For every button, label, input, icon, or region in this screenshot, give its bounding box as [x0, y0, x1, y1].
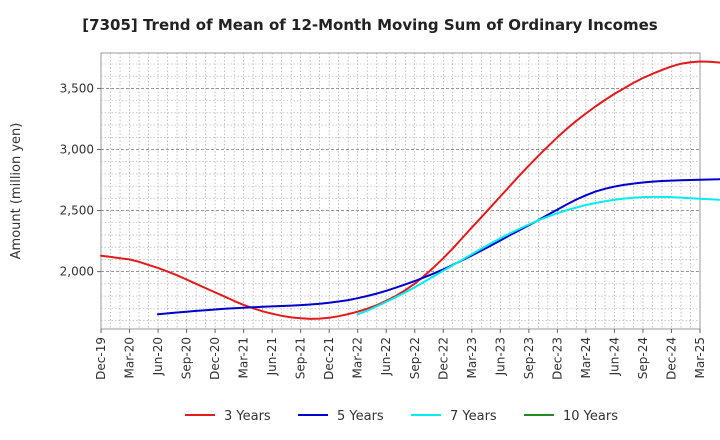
series-line-7-years	[356, 195, 720, 316]
x-tick-label: Dec-20	[208, 337, 222, 380]
x-tick-label: Mar-23	[465, 337, 479, 378]
x-tick-label: Jun-23	[493, 337, 507, 376]
x-tick-label: Dec-22	[436, 337, 450, 380]
x-tick-label: Jun-21	[265, 337, 279, 376]
y-axis: 2,000 2,500 3,000 3,500	[60, 81, 101, 279]
x-tick-label: Mar-25	[693, 337, 707, 378]
x-tick-label: Dec-19	[94, 337, 108, 380]
y-tick-label: 3,500	[60, 81, 94, 95]
grid-lines	[101, 53, 700, 329]
chart-title: [7305] Trend of Mean of 12-Month Moving …	[82, 16, 657, 34]
x-tick-label: Mar-21	[237, 337, 251, 378]
x-tick-label: Sep-24	[636, 337, 650, 379]
x-tick-label: Mar-20	[123, 337, 137, 378]
x-tick-label: Jun-20	[151, 337, 165, 376]
legend-label: 5 Years	[337, 409, 384, 424]
legend: 3 Years 5 Years 7 Years 10 Years	[185, 409, 618, 424]
x-tick-label: Dec-23	[550, 337, 564, 380]
x-tick-label: Sep-23	[522, 337, 536, 379]
legend-label: 3 Years	[224, 409, 271, 424]
y-tick-label: 3,000	[60, 142, 94, 156]
y-axis-label: Amount (million yen)	[9, 123, 24, 260]
x-axis: Dec-19 Mar-20 Jun-20 Sep-20 Dec-20 Mar-21 Jun-…	[94, 329, 707, 380]
y-tick-label: 2,500	[60, 204, 94, 218]
x-tick-label: Dec-21	[322, 337, 336, 380]
plot-area	[100, 52, 701, 330]
x-tick-label: Jun-22	[379, 337, 393, 376]
y-tick-label: 2,000	[60, 265, 94, 279]
x-tick-label: Sep-21	[294, 337, 308, 379]
x-tick-label: Sep-20	[180, 337, 194, 379]
series-line-3-years	[100, 60, 720, 320]
x-tick-label: Mar-22	[351, 337, 365, 378]
legend-label: 10 Years	[563, 409, 618, 424]
x-tick-label: Mar-24	[579, 337, 593, 378]
x-tick-label: Sep-22	[408, 337, 422, 379]
x-tick-label: Dec-24	[664, 337, 678, 380]
x-tick-label: Jun-24	[607, 337, 621, 376]
series-lines	[100, 60, 720, 320]
legend-label: 7 Years	[450, 409, 497, 424]
